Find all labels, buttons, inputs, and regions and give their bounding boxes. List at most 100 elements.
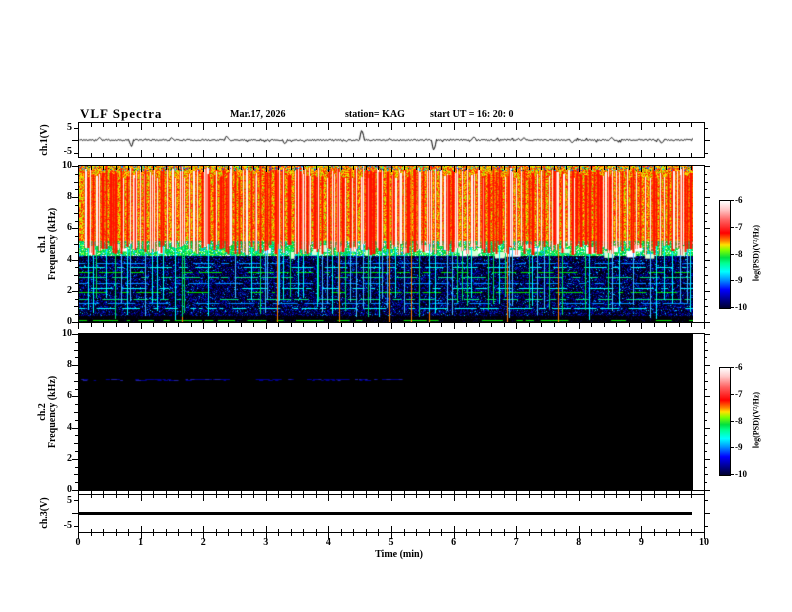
tick [72,396,78,397]
tick [340,166,342,170]
tick [704,459,710,460]
tick [678,495,680,498]
tick [75,236,78,237]
tick [704,306,708,307]
tick [591,529,593,532]
tick [328,526,330,532]
tick [403,123,405,127]
tick [78,166,79,172]
tick [403,533,405,536]
time-axis-label: Time (min) [375,549,423,560]
tick [391,166,392,172]
tick [328,323,330,329]
tick [240,491,242,494]
tick [453,150,455,157]
tick [428,323,430,327]
tick [74,526,78,527]
tick [541,533,543,536]
tick [603,491,605,494]
freq-tick-label: 2 [67,285,72,296]
tick [228,166,230,170]
tick [553,123,555,127]
tick [290,491,292,494]
tick [228,323,230,327]
tick [190,123,192,127]
tick [453,491,455,496]
ch1-frequency-axis-label-line2: Frequency (kHz) [47,207,58,281]
tick [704,526,705,532]
tick [165,123,167,127]
tick [528,153,530,157]
tick [228,153,230,157]
tick [190,495,192,498]
tick [74,474,78,475]
tick [74,306,78,307]
tick [165,323,167,327]
tick [74,500,78,501]
tick [503,153,505,157]
tick [115,123,117,127]
tick [704,467,707,468]
tick [72,197,78,198]
tick [74,275,78,276]
volt-tick-label: -5 [63,146,72,157]
tick [491,495,493,498]
tick [628,123,630,127]
tick [428,495,430,498]
tick [378,495,380,498]
tick [478,323,480,327]
tick [704,490,710,491]
tick [365,123,367,127]
tick [666,495,668,498]
freq-tick-label: 10 [62,328,72,339]
ch2-spectrogram-canvas [79,334,693,490]
tick [78,491,79,496]
tick [653,166,655,170]
tick [628,495,630,498]
tick [628,529,630,532]
tick [103,153,105,157]
tick [203,526,205,532]
tick [704,267,707,268]
tick [653,495,655,498]
tick [503,529,505,532]
tick [628,323,630,327]
x-tick-label: 4 [325,537,331,548]
tick [78,533,79,539]
tick [453,495,455,501]
tick [616,529,618,532]
tick [730,421,734,422]
tick [441,153,443,157]
tick [315,533,317,536]
tick [353,153,355,157]
tick [641,495,643,501]
tick [704,228,710,229]
tick [441,123,443,127]
tick [553,529,555,532]
tick [391,123,392,130]
tick [203,150,205,157]
tick [72,228,78,229]
tick [78,150,79,157]
tick [72,365,78,366]
tick [90,166,92,170]
tick [541,529,543,532]
tick [240,495,242,498]
tick [704,334,710,335]
tick [466,323,468,327]
tick [78,123,79,130]
tick [140,150,142,157]
tick [578,533,580,539]
colorbar-tick-label: -9 [735,275,743,285]
x-tick-label: 1 [138,537,144,548]
tick [75,205,78,206]
tick [478,529,480,532]
tick [704,373,707,374]
freq-tick-label: 8 [67,359,72,370]
tick [290,123,292,127]
tick [730,367,734,368]
tick [103,495,105,498]
tick [578,491,580,496]
tick [503,491,505,494]
